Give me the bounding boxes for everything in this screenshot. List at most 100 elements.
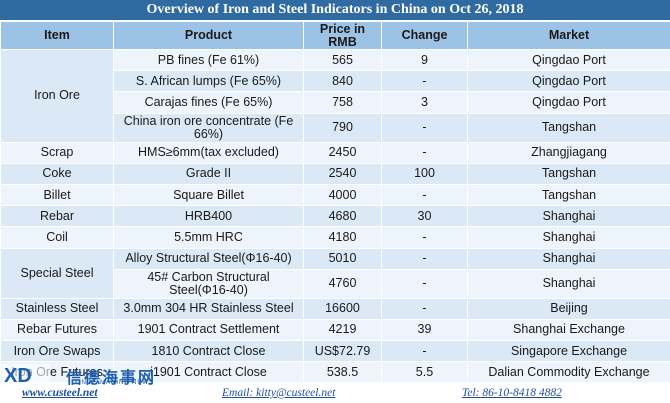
market-cell: Qingdao Port xyxy=(467,91,670,114)
change-cell: - xyxy=(381,70,468,93)
price-cell: 840 xyxy=(303,70,382,93)
product-cell: China iron ore concentrate (Fe 66%) xyxy=(113,112,304,143)
change-cell: - xyxy=(381,247,468,270)
table-row: Rebar Futures 1901 Contract Settlement 4… xyxy=(0,318,670,342)
change-cell: - xyxy=(381,268,468,299)
product-cell: Alloy Structural Steel(Φ16-40) xyxy=(113,247,304,270)
table-row: Rebar HRB400 4680 30 Shanghai xyxy=(0,205,670,228)
change-cell: 9 xyxy=(381,48,468,72)
header-row: Item Product Price in RMB Change Market xyxy=(0,21,670,50)
footer: www.custeel.net Email: kitty@custeel.net… xyxy=(0,383,670,403)
table-row: Iron Ore Futures i1901 Contract Close 53… xyxy=(0,361,670,384)
price-cell: 4219 xyxy=(303,318,382,342)
header-change: Change xyxy=(381,21,468,50)
market-cell: Tangshan xyxy=(467,162,670,185)
price-cell: 4180 xyxy=(303,226,382,249)
header-market: Market xyxy=(467,21,670,50)
price-cell: 4680 xyxy=(303,205,382,228)
table-title: Overview of Iron and Steel Indicators in… xyxy=(0,0,670,20)
change-cell: 3 xyxy=(381,91,468,114)
table-row: Coil 5.5mm HRC 4180 - Shanghai xyxy=(0,226,670,249)
product-cell: Carajas fines (Fe 65%) xyxy=(113,91,304,114)
phone-text: Tel: 86-10-8418 4882 xyxy=(462,387,562,399)
table-row: Carajas fines (Fe 65%) 758 3 Qingdao Por… xyxy=(1,91,670,114)
website-link[interactable]: www.custeel.net xyxy=(22,387,98,399)
email-link[interactable]: Email: kitty@custeel.net xyxy=(222,387,336,399)
change-cell: - xyxy=(381,141,468,164)
item-cell: Rebar xyxy=(0,205,114,228)
table-row: Iron Ore Swaps 1810 Contract Close US$72… xyxy=(0,340,670,363)
header-product: Product xyxy=(113,21,304,50)
logo-english-text: XINDE MARINE NEWS xyxy=(74,380,155,386)
table-row: Coke Grade II 2540 100 Tangshan xyxy=(0,162,670,185)
price-cell: 16600 xyxy=(303,297,382,320)
indicators-table: Item Product Price in RMB Change Market … xyxy=(0,21,670,384)
price-cell: 2450 xyxy=(303,141,382,164)
product-cell: i1901 Contract Close xyxy=(113,361,304,384)
market-cell: Qingdao Port xyxy=(467,48,670,72)
market-cell: Qingdao Port xyxy=(467,70,670,93)
table-row: Iron Ore PB fines (Fe 61%) 565 9 Qingdao… xyxy=(0,48,670,143)
product-cell: 5.5mm HRC xyxy=(113,226,304,249)
price-cell: 4000 xyxy=(303,183,382,207)
price-cell: US$72.79 xyxy=(303,340,382,363)
item-cell: Billet xyxy=(0,183,114,207)
price-cell: 538.5 xyxy=(303,361,382,384)
market-cell: Dalian Commodity Exchange xyxy=(467,361,670,384)
change-cell: - xyxy=(381,340,468,363)
price-cell: 758 xyxy=(303,91,382,114)
item-cell: Scrap xyxy=(0,141,114,164)
product-cell: Grade II xyxy=(113,162,304,185)
product-cell: PB fines (Fe 61%) xyxy=(113,48,304,72)
price-cell: 2540 xyxy=(303,162,382,185)
market-cell: Beijing xyxy=(467,297,670,320)
price-cell: 790 xyxy=(303,112,382,143)
product-cell: 45# Carbon Structural Steel(Φ16-40) xyxy=(113,268,304,299)
market-cell: Zhangjiagang xyxy=(467,141,670,164)
svg-text:XD: XD xyxy=(4,365,32,386)
item-cell: Special Steel xyxy=(0,247,114,299)
price-cell: 565 xyxy=(303,48,382,72)
product-cell: HRB400 xyxy=(113,205,304,228)
price-cell: 4760 xyxy=(303,268,382,299)
market-cell: Singapore Exchange xyxy=(467,340,670,363)
item-cell: Iron Ore xyxy=(0,49,114,143)
header-item: Item xyxy=(0,21,114,50)
table-row: Stainless Steel 3.0mm 304 HR Stainless S… xyxy=(0,297,670,320)
change-cell: 39 xyxy=(381,318,468,342)
product-cell: 1810 Contract Close xyxy=(113,340,304,363)
product-cell: Square Billet xyxy=(113,183,304,207)
item-cell: Coil xyxy=(0,226,114,249)
item-cell: Coke xyxy=(0,162,114,185)
item-cell: Iron Ore Swaps xyxy=(0,340,114,363)
product-cell: HMS≥6mm(tax excluded) xyxy=(113,141,304,164)
change-cell: - xyxy=(381,183,468,207)
price-cell: 5010 xyxy=(303,247,382,270)
change-cell: 100 xyxy=(381,162,468,185)
market-cell: Shanghai xyxy=(467,205,670,228)
change-cell: - xyxy=(381,226,468,249)
change-cell: 30 xyxy=(381,205,468,228)
item-cell: Stainless Steel xyxy=(0,297,114,320)
change-cell: - xyxy=(381,297,468,320)
market-cell: Shanghai xyxy=(467,226,670,249)
product-cell: S. African lumps (Fe 65%) xyxy=(113,70,304,93)
item-cell: Rebar Futures xyxy=(0,318,114,342)
table-row: 45# Carbon Structural Steel(Φ16-40) 4760… xyxy=(1,268,670,299)
change-cell: - xyxy=(381,112,468,143)
change-cell: 5.5 xyxy=(381,361,468,384)
logo-chinese-text: 信德海事网 xyxy=(66,368,157,387)
product-cell: 3.0mm 304 HR Stainless Steel xyxy=(113,297,304,320)
xd-logo-icon: XD xyxy=(2,364,50,386)
market-cell: Shanghai xyxy=(467,268,670,299)
header-price: Price in RMB xyxy=(303,21,382,50)
product-cell: 1901 Contract Settlement xyxy=(113,318,304,342)
table-row: S. African lumps (Fe 65%) 840 - Qingdao … xyxy=(1,70,670,93)
table-row: China iron ore concentrate (Fe 66%) 790 … xyxy=(1,112,670,143)
table-row: Special Steel Alloy Structural Steel(Φ16… xyxy=(0,247,670,299)
market-cell: Tangshan xyxy=(467,112,670,143)
table-row: Scrap HMS≥6mm(tax excluded) 2450 - Zhang… xyxy=(0,141,670,164)
table-row: Billet Square Billet 4000 - Tangshan xyxy=(0,183,670,207)
watermark-logo: XD 信德海事网 XINDE MARINE NEWS xyxy=(2,364,192,387)
market-cell: Shanghai Exchange xyxy=(467,318,670,342)
